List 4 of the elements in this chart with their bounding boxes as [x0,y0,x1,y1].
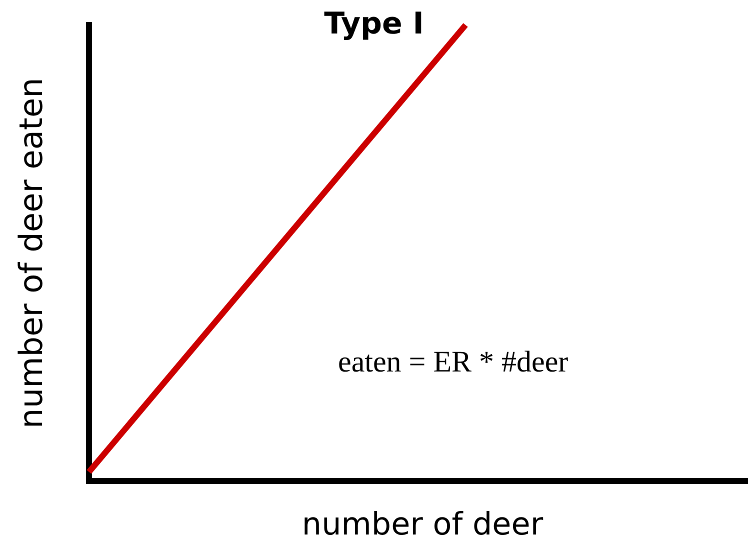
chart-title: Type I [324,6,424,42]
y-axis-title: number of deer eaten [12,78,50,428]
x-axis-title: number of deer [302,506,544,542]
annotation: eaten = ER * #deer [338,346,568,378]
